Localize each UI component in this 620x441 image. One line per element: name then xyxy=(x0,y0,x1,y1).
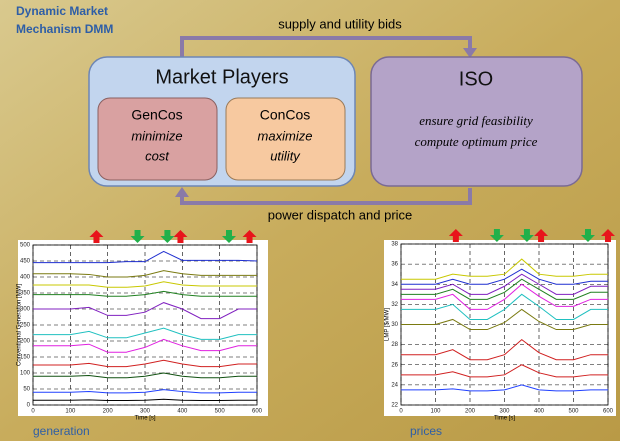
decrease-arrow xyxy=(489,229,504,242)
decrease-arrow xyxy=(130,230,145,243)
title-line: Mechanism DMM xyxy=(16,22,113,36)
y-tick-label: 150 xyxy=(20,355,31,361)
increase-arrow xyxy=(89,230,104,243)
iso-box xyxy=(370,56,583,187)
dispatch-arrow xyxy=(180,188,472,205)
arrow-head xyxy=(175,187,189,197)
x-tick-label: 300 xyxy=(499,409,510,415)
decrease-arrow xyxy=(580,229,595,242)
iso-text: ensure grid feasibility xyxy=(419,113,533,128)
decrease-arrow xyxy=(519,229,534,242)
concos-text: utility xyxy=(270,148,301,163)
y-tick-label: 500 xyxy=(20,243,31,249)
increase-arrow xyxy=(173,230,188,243)
y-tick-label: 26 xyxy=(391,362,398,368)
series-line xyxy=(33,338,257,353)
x-tick-label: 100 xyxy=(430,409,441,415)
series-line xyxy=(33,372,257,379)
title-line: Dynamic Market xyxy=(16,4,108,18)
y-tick-label: 200 xyxy=(20,339,31,345)
y-tick-label: 32 xyxy=(391,302,398,308)
x-axis-label: Time [s] xyxy=(134,416,155,422)
y-tick-label: 100 xyxy=(20,371,31,377)
y-tick-label: 22 xyxy=(391,403,398,409)
x-tick-label: 400 xyxy=(534,409,545,415)
series-line xyxy=(33,327,257,340)
x-axis-label: Time [s] xyxy=(494,416,515,422)
increase-arrow xyxy=(601,229,615,242)
caption: prices xyxy=(410,424,442,438)
x-tick-label: 0 xyxy=(31,409,35,415)
series-line xyxy=(401,283,608,310)
x-tick-label: 0 xyxy=(399,409,403,415)
decrease-arrow xyxy=(160,230,175,243)
y-tick-label: 38 xyxy=(391,242,398,248)
series-line xyxy=(401,293,608,320)
bottom-arrow-label: power dispatch and price xyxy=(268,207,413,222)
series-line xyxy=(33,281,257,288)
series-line xyxy=(401,278,608,300)
series-line xyxy=(401,338,608,361)
series-line xyxy=(401,273,608,295)
increase-arrow xyxy=(534,229,549,242)
gencos-box xyxy=(97,97,218,181)
x-tick-label: 600 xyxy=(603,409,614,415)
series-line xyxy=(33,302,257,320)
concos-text: maximize xyxy=(258,128,313,143)
y-tick-label: 24 xyxy=(391,382,398,388)
series-line xyxy=(33,398,257,402)
y-tick-label: 450 xyxy=(20,259,31,265)
x-tick-label: 400 xyxy=(177,409,188,415)
y-tick-label: 36 xyxy=(391,262,398,268)
series-line xyxy=(33,389,257,394)
y-tick-label: 34 xyxy=(391,282,398,288)
y-tick-label: 28 xyxy=(391,342,398,348)
series-line xyxy=(401,308,608,331)
arrows xyxy=(180,36,472,205)
series-line xyxy=(401,268,608,285)
y-tick-label: 250 xyxy=(20,323,31,329)
y-tick-label: 400 xyxy=(20,275,31,281)
iso-text: compute optimum price xyxy=(415,134,538,149)
concos-name: ConCos xyxy=(260,107,311,123)
series-line xyxy=(401,384,608,392)
caption: generation xyxy=(33,424,90,438)
y-tick-label: 50 xyxy=(23,387,30,393)
y-axis-label: LMP [$/MW] xyxy=(385,308,391,341)
y-axis-label: Conventional Generation [MW] xyxy=(17,284,23,366)
concos-box xyxy=(225,97,346,181)
y-tick-label: 0 xyxy=(27,403,31,409)
increase-arrow xyxy=(242,230,257,243)
increase-arrow xyxy=(448,229,463,242)
series-line xyxy=(401,364,608,378)
series-line xyxy=(401,258,608,280)
x-tick-label: 300 xyxy=(140,409,151,415)
market-players-title: Market Players xyxy=(155,66,288,88)
x-tick-label: 500 xyxy=(568,409,579,415)
gencos-text: minimize xyxy=(131,128,182,143)
iso-title: ISO xyxy=(459,68,493,90)
top-arrow-label: supply and utility bids xyxy=(278,16,402,31)
bids-arrow xyxy=(180,36,472,62)
x-tick-label: 500 xyxy=(215,409,226,415)
series-line xyxy=(33,250,258,264)
gencos-name: GenCos xyxy=(131,107,182,123)
y-tick-label: 300 xyxy=(20,307,31,313)
series-line xyxy=(33,270,257,278)
series-line xyxy=(33,290,257,297)
arrow-head xyxy=(463,48,477,58)
decrease-arrow xyxy=(222,230,236,243)
series-line xyxy=(33,359,257,368)
x-tick-label: 200 xyxy=(465,409,476,415)
x-tick-label: 200 xyxy=(103,409,114,415)
x-tick-label: 100 xyxy=(65,409,76,415)
y-tick-label: 30 xyxy=(391,322,398,328)
x-tick-label: 600 xyxy=(252,409,263,415)
y-tick-label: 350 xyxy=(20,291,31,297)
gencos-text: cost xyxy=(145,148,170,163)
